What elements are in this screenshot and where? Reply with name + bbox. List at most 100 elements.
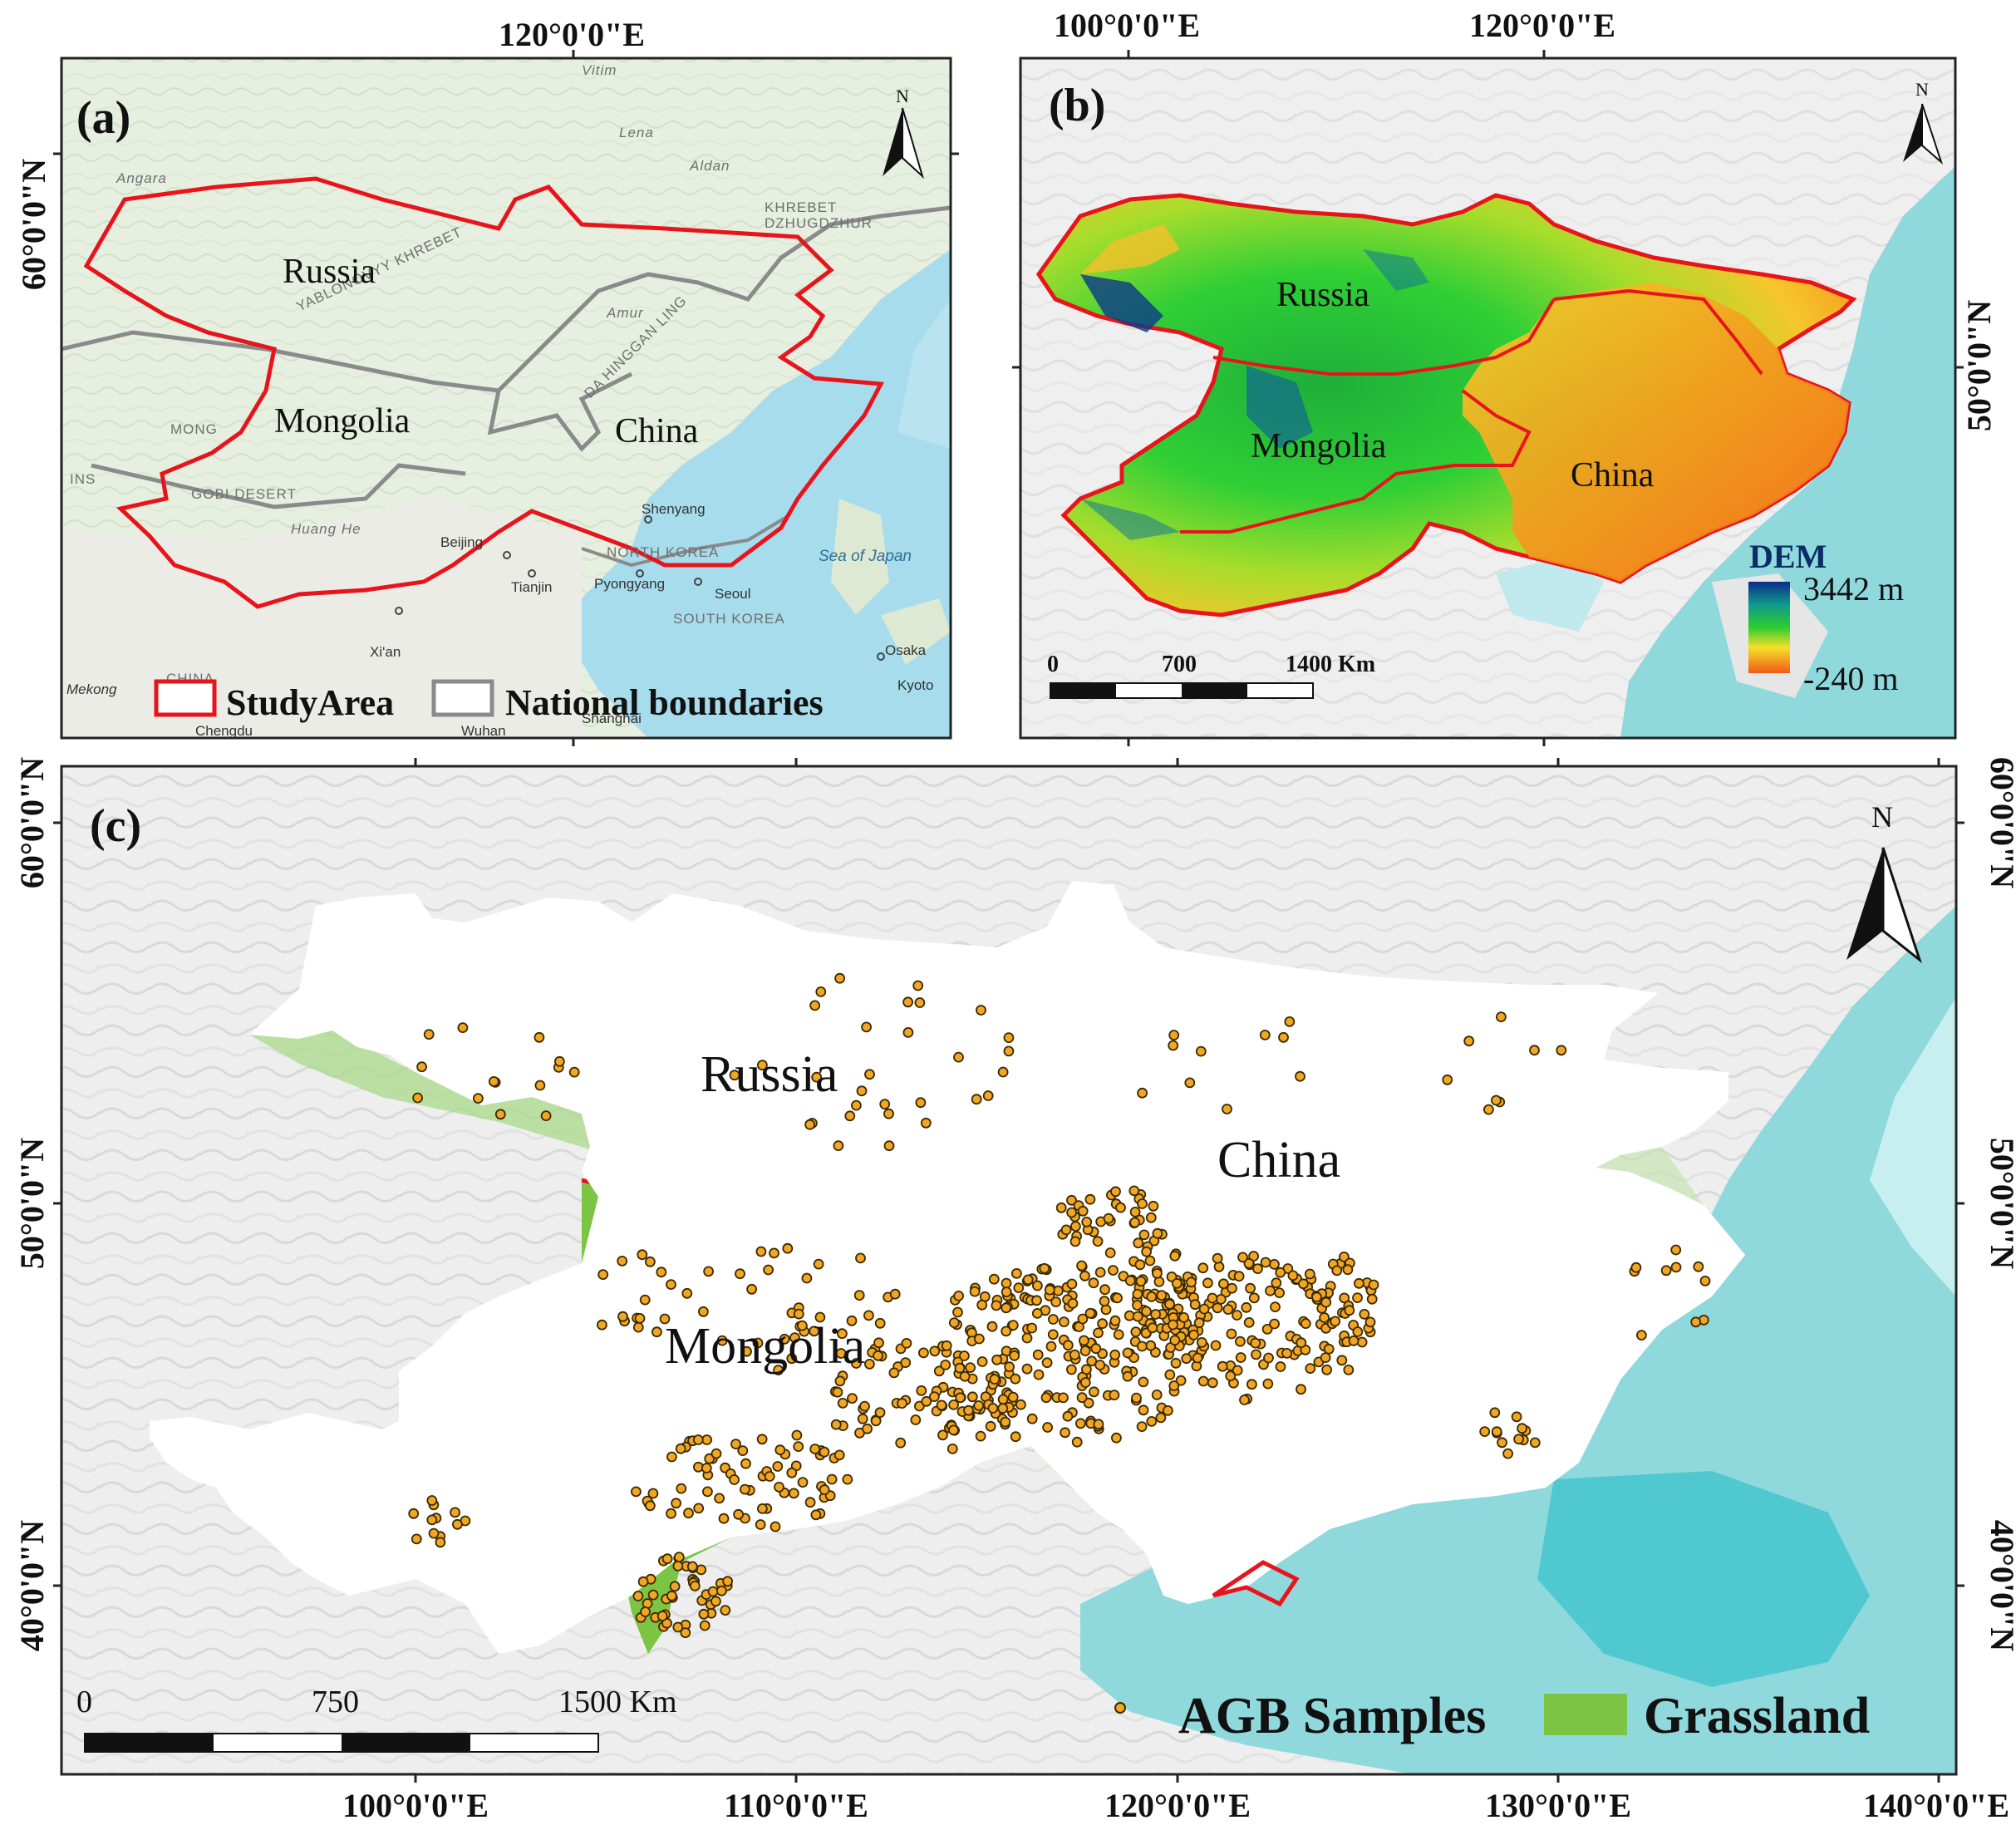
agb-sample-point — [632, 1321, 644, 1333]
dem-color-ramp — [1748, 582, 1790, 673]
agb-sample-point — [755, 1519, 766, 1530]
agb-sample-point — [1001, 1302, 1012, 1314]
agb-sample-point — [988, 1273, 1000, 1285]
agb-sample-point — [873, 1337, 884, 1349]
legend-swatch-national-boundaries — [431, 679, 494, 717]
panel-b: Russia Mongolia China DEM 3442 m -240 m … — [1012, 7, 1998, 746]
agb-sample-point — [833, 1449, 845, 1461]
panel-c-basemap: Russia China Mongolia N 0 750 1500 Km — [61, 766, 1956, 1774]
agb-sample-point — [1129, 1217, 1140, 1228]
agb-sample-point — [711, 1596, 721, 1607]
agb-sample-point — [1354, 1277, 1364, 1289]
lat-label: 60°0'0"N — [15, 159, 52, 290]
agb-sample-point — [1060, 1427, 1070, 1439]
agb-sample-point — [1246, 1379, 1257, 1390]
agb-sample-point — [1207, 1292, 1218, 1304]
agb-sample-point — [1556, 1045, 1567, 1056]
city-label: Pyongyang — [594, 576, 665, 592]
agb-sample-point — [718, 1513, 730, 1524]
agb-sample-point — [1144, 1255, 1156, 1267]
agb-sample-point — [1001, 1326, 1012, 1337]
agb-sample-point — [1086, 1355, 1098, 1367]
agb-sample-point — [976, 1356, 988, 1367]
agb-samples — [408, 972, 1711, 1638]
agb-sample-point — [408, 1508, 420, 1519]
agb-sample-point — [1146, 1416, 1158, 1427]
agb-sample-point — [1062, 1410, 1074, 1422]
agb-sample-point — [1529, 1045, 1540, 1056]
agb-sample-point — [991, 1300, 1002, 1311]
agb-sample-point — [889, 1288, 901, 1300]
lon-label: 110°0'0"E — [724, 1787, 868, 1824]
agb-sample-point — [1156, 1290, 1168, 1301]
city-label: Shanghai — [582, 711, 642, 726]
agb-sample-point — [1010, 1373, 1021, 1385]
agb-sample-point — [1001, 1286, 1012, 1297]
agb-sample-point — [912, 980, 924, 991]
national-boundary-gobi — [91, 463, 466, 509]
agb-sample-point — [473, 1093, 484, 1104]
agb-sample-point — [1122, 1370, 1133, 1382]
agb-sample-point — [756, 1434, 768, 1445]
agb-sample-point — [1269, 1259, 1280, 1270]
country-boundary-b — [1212, 298, 1556, 376]
svg-text:1500 Km: 1500 Km — [558, 1685, 677, 1719]
agb-sample-point — [1296, 1384, 1306, 1395]
agb-sample-point — [971, 1094, 982, 1105]
lon-label: 120°0'0"E — [1469, 7, 1615, 44]
lon-label: 140°0'0"E — [1863, 1787, 2009, 1824]
agb-sample-point — [1021, 1332, 1033, 1344]
agb-sample-point — [729, 1474, 740, 1485]
agb-sample-point — [873, 1350, 883, 1361]
agb-sample-point — [809, 1444, 821, 1454]
agb-sample-point — [769, 1247, 779, 1259]
agb-sample-point — [1089, 1386, 1099, 1398]
agb-sample-point — [1212, 1252, 1223, 1264]
agb-sample-point — [666, 1508, 676, 1519]
agb-sample-point — [901, 1338, 912, 1349]
agb-sample-point — [874, 1407, 886, 1419]
lon-label: 130°0'0"E — [1485, 1787, 1631, 1824]
agb-sample-point — [1122, 1347, 1133, 1359]
agb-sample-point — [1193, 1317, 1205, 1329]
agb-sample-point — [1081, 1217, 1093, 1227]
agb-sample-point — [1352, 1326, 1364, 1337]
country-label-mongolia: Mongolia — [274, 402, 411, 440]
agb-sample-point — [1146, 1291, 1158, 1302]
agb-sample-point — [975, 1430, 986, 1442]
agb-sample-point — [929, 1345, 941, 1357]
country-label-china: China — [1571, 456, 1655, 494]
agb-sample-point — [1097, 1318, 1108, 1330]
legend-a: StudyArea National boundaries — [154, 679, 824, 723]
agb-sample-point — [1511, 1411, 1522, 1423]
legend-label-study-area: StudyArea — [226, 682, 394, 723]
agb-sample-point — [837, 1328, 848, 1340]
legend-label-samples: AGB Samples — [1178, 1688, 1486, 1744]
svg-text:N: N — [896, 86, 909, 106]
agb-sample-point — [1050, 1296, 1062, 1307]
agb-sample-point — [1132, 1288, 1143, 1300]
agb-sample-point — [883, 1108, 894, 1119]
agb-sample-point — [1108, 1265, 1119, 1276]
agb-sample-point — [1263, 1352, 1274, 1364]
agb-sample-point — [1248, 1292, 1260, 1304]
agb-sample-point — [1343, 1365, 1355, 1375]
agb-sample-point — [1275, 1267, 1286, 1278]
agb-sample-point — [1031, 1308, 1043, 1319]
agb-sample-point — [1336, 1355, 1348, 1366]
agb-sample-point — [772, 1461, 784, 1472]
lon-label: 120°0'0"E — [499, 16, 645, 53]
agb-sample-point — [863, 1310, 874, 1321]
agb-sample-point — [1222, 1104, 1232, 1114]
agb-sample-point — [1070, 1221, 1081, 1232]
agb-sample-point — [1483, 1104, 1494, 1115]
agb-sample-point — [1060, 1224, 1072, 1236]
city-label: Tianjin — [511, 579, 552, 595]
agb-sample-point — [450, 1507, 460, 1518]
agb-sample-point — [1109, 1315, 1121, 1326]
agb-sample-point — [1100, 1304, 1112, 1316]
agb-sample-point — [811, 1071, 823, 1083]
agb-sample-point — [1295, 1070, 1305, 1082]
agb-sample-point — [834, 1375, 846, 1387]
